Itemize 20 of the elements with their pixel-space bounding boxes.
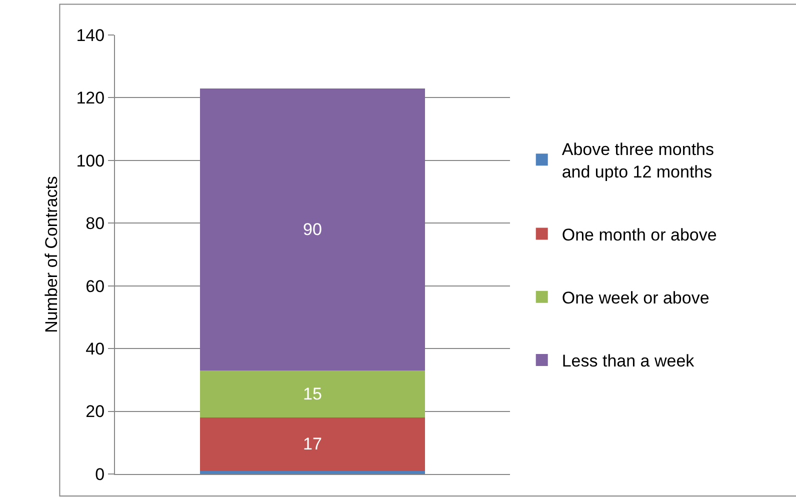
y-tick-label: 20 (86, 402, 105, 422)
legend-label: One month or above (562, 225, 717, 244)
data-label: 90 (303, 220, 322, 239)
bar (200, 418, 426, 471)
legend-label: Less than a week (562, 352, 695, 371)
bar (200, 88, 426, 371)
y-axis-title: Number of Contracts (42, 176, 61, 333)
y-tick-label: 80 (86, 214, 105, 234)
legend-label: Above three months and upto 12 months (562, 140, 714, 182)
y-tick-label: 120 (76, 88, 105, 108)
y-tick-label: 60 (86, 276, 105, 296)
data-label: 15 (303, 384, 322, 404)
legend-label: One week or above (562, 288, 710, 308)
y-tick-label: 100 (76, 151, 105, 170)
y-tick-label: 0 (95, 464, 105, 484)
bar (200, 370, 426, 418)
y-tick-label: 140 (76, 26, 105, 45)
y-tick-label: 40 (86, 340, 105, 359)
bar (200, 470, 426, 474)
data-label: 17 (303, 434, 322, 454)
